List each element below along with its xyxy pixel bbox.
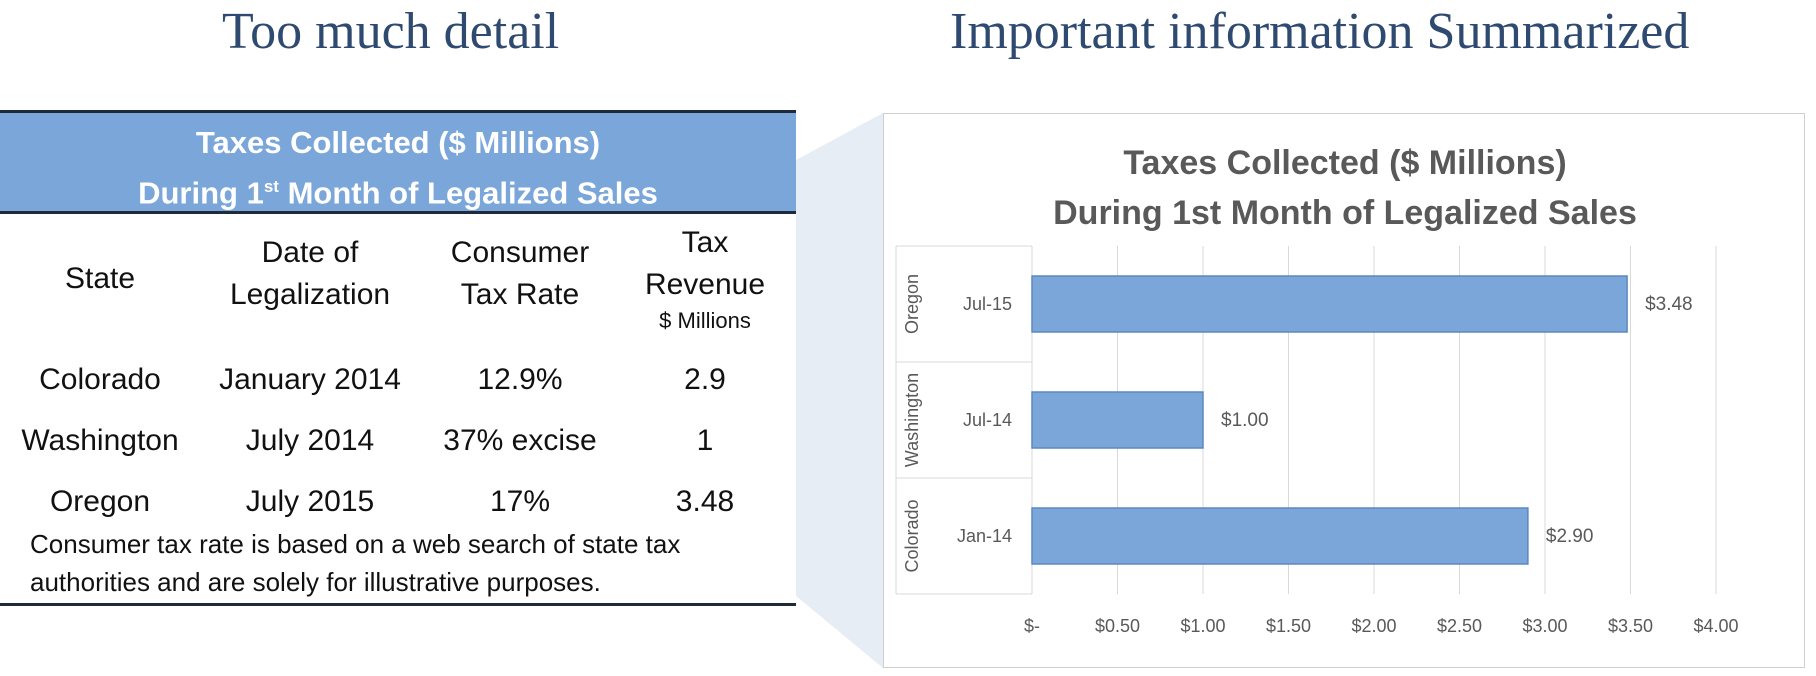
bar-chart: $- $0.50 $1.00 $1.50 $2.00 $2.50 $3.00 $3.50 $4.… bbox=[895, 245, 1739, 636]
category-label: Jan-14 bbox=[957, 526, 1012, 546]
table-cell-rate: 37% excise bbox=[443, 424, 597, 457]
table-banner-line1: Taxes Collected ($ Millions) bbox=[195, 125, 601, 160]
table-cell-revenue: 1 bbox=[696, 424, 714, 457]
x-tick-label: $1.50 bbox=[1266, 616, 1311, 636]
table-cell-date: July 2014 bbox=[245, 424, 375, 457]
bar bbox=[1031, 391, 1204, 449]
x-tick-label: $- bbox=[1024, 616, 1040, 636]
table-cell-date: July 2015 bbox=[245, 485, 375, 518]
table-cell-rate: 12.9% bbox=[477, 363, 563, 396]
tax-table: Taxes Collected ($ Millions) During 1st … bbox=[0, 110, 796, 610]
x-tick-label: $0.50 bbox=[1095, 616, 1140, 636]
category-group-label: Oregon bbox=[902, 274, 922, 334]
x-tick-label: $2.50 bbox=[1437, 616, 1482, 636]
bar bbox=[1031, 275, 1628, 333]
x-tick-label: $3.00 bbox=[1522, 616, 1567, 636]
table-cell-rate: 17% bbox=[489, 485, 551, 518]
table-cell-date: January 2014 bbox=[219, 363, 401, 396]
chart-panel: Taxes Collected ($ Millions) During 1st … bbox=[883, 113, 1805, 668]
bar bbox=[1031, 507, 1529, 565]
data-label: $2.90 bbox=[1546, 526, 1594, 547]
left-heading: Too much detail bbox=[222, 3, 560, 60]
table-cell-state: Colorado bbox=[39, 363, 161, 396]
x-tick-label: $4.00 bbox=[1693, 616, 1738, 636]
column-header-rate: Consumer Tax Rate bbox=[450, 236, 590, 311]
data-label: $3.48 bbox=[1645, 294, 1693, 315]
table-banner-line2: During 1st Month of Legalized Sales bbox=[138, 175, 658, 211]
column-header-date: Date of Legalization bbox=[229, 236, 391, 311]
table-cell-state: Washington bbox=[21, 424, 179, 457]
category-group-label: Colorado bbox=[902, 499, 922, 572]
table-footnote: Consumer tax rate is based on a web sear… bbox=[30, 529, 681, 597]
table-bottom-rule bbox=[0, 603, 796, 606]
x-tick-label: $1.00 bbox=[1180, 616, 1225, 636]
data-label: $1.00 bbox=[1221, 410, 1269, 431]
table-banner: Taxes Collected ($ Millions) During 1st … bbox=[0, 110, 796, 214]
table-cell-state: Oregon bbox=[49, 485, 151, 518]
column-header-revenue: Tax Revenue $ Millions bbox=[644, 226, 766, 333]
table-cell-revenue: 3.48 bbox=[675, 485, 735, 518]
chart-title: Taxes Collected ($ Millions) During 1st … bbox=[1053, 144, 1637, 232]
category-label: Jul-15 bbox=[963, 294, 1012, 314]
table-cell-revenue: 2.9 bbox=[684, 363, 726, 396]
column-header-state: State bbox=[64, 262, 136, 295]
x-tick-label: $2.00 bbox=[1351, 616, 1396, 636]
x-tick-label: $3.50 bbox=[1608, 616, 1653, 636]
right-heading: Important information Summarized bbox=[950, 3, 1690, 60]
category-label: Jul-14 bbox=[963, 410, 1012, 430]
category-group-label: Washington bbox=[902, 373, 922, 467]
